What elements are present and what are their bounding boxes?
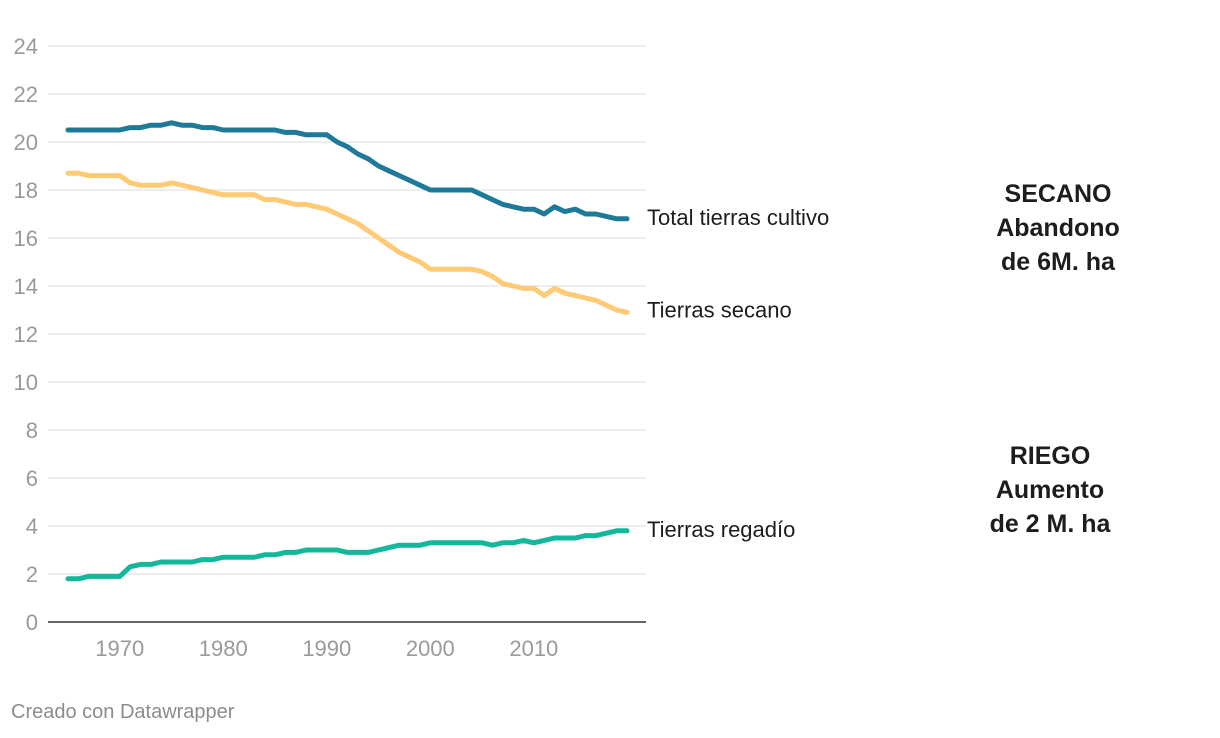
y-tick-label: 20 [14,130,38,155]
credit-text: Creado con Datawrapper [11,701,235,723]
annotation-secano-line-2: Abandono [996,214,1120,242]
y-tick-label: 8 [26,418,38,443]
series-label-total-tierras-cultivo: Total tierras cultivo [647,205,829,230]
y-tick-label: 14 [14,274,38,299]
annotation-riego: RIEGO Aumento de 2 M. ha [950,439,1150,541]
series-label-tierras-secano: Tierras secano [647,297,792,322]
series-line-total-tierras-cultivo [65,120,630,222]
x-tick-label: 1990 [302,636,351,661]
y-tick-label: 24 [14,34,38,59]
y-tick-label: 22 [14,82,38,107]
y-tick-label: 12 [14,322,38,347]
series-label-tierras-regad-o: Tierras regadío [647,517,795,542]
gridlines [48,45,646,623]
annotation-riego-line-1: RIEGO [1009,442,1091,470]
y-tick-label: 0 [26,610,38,635]
x-tick-label: 1980 [199,636,248,661]
annotation-riego-line-2: Aumento [995,476,1105,504]
annotation-secano-line-1: SECANO [1004,180,1112,208]
annotation-secano-line-3: de 6M. ha [1001,248,1115,276]
y-tick-label: 10 [14,370,38,395]
series-lines [65,120,630,582]
x-tick-label: 1970 [95,636,144,661]
y-tick-label: 18 [14,178,38,203]
y-tick-label: 2 [26,562,38,587]
x-tick-label: 2010 [509,636,558,661]
y-tick-label: 6 [26,466,38,491]
x-tick-label: 2000 [406,636,455,661]
annotation-riego-line-3: de 2 M. ha [989,510,1111,538]
x-axis-ticks: 1970 1980 1990 2000 2010 [95,636,558,661]
y-tick-label: 4 [26,514,38,539]
y-tick-label: 16 [14,226,38,251]
series-line-tierras-regad-o [65,528,630,582]
series-line-tierras-secano [65,170,630,315]
series-labels: Total tierras cultivo Tierras secano Tierr… [647,205,829,542]
annotation-secano: SECANO Abandono de 6M. ha [958,177,1158,279]
